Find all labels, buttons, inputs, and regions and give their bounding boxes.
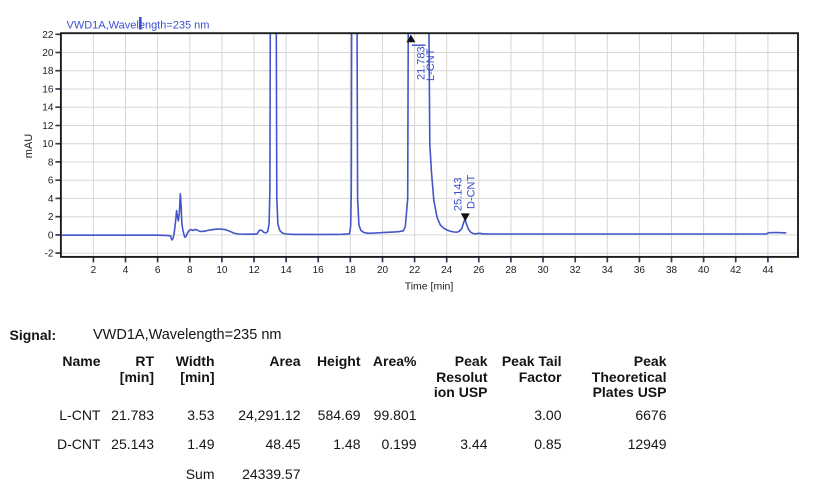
svg-text:10: 10 — [42, 139, 54, 150]
svg-text:36: 36 — [634, 265, 646, 276]
svg-text:4: 4 — [123, 265, 129, 276]
svg-text:40: 40 — [698, 265, 710, 276]
svg-text:0: 0 — [48, 230, 54, 241]
svg-text:22: 22 — [409, 265, 421, 276]
svg-text:D-CNT: D-CNT — [466, 175, 478, 209]
svg-text:44: 44 — [762, 265, 774, 276]
svg-text:16: 16 — [42, 85, 54, 96]
svg-text:32: 32 — [570, 265, 582, 276]
svg-text:2: 2 — [48, 212, 54, 223]
svg-text:8: 8 — [48, 157, 54, 168]
svg-text:42: 42 — [730, 265, 742, 276]
svg-text:18: 18 — [42, 66, 54, 77]
svg-text:22: 22 — [42, 30, 54, 41]
svg-text:16: 16 — [313, 265, 325, 276]
svg-text:6: 6 — [48, 176, 54, 187]
svg-text:20: 20 — [42, 48, 54, 59]
svg-text:8: 8 — [187, 265, 193, 276]
svg-text:VWD1A,Wavelength=235 nm: VWD1A,Wavelength=235 nm — [67, 20, 210, 32]
svg-text:30: 30 — [537, 265, 549, 276]
svg-text:26: 26 — [473, 265, 485, 276]
svg-text:25.143: 25.143 — [453, 177, 465, 211]
svg-text:34: 34 — [602, 265, 614, 276]
svg-text:18: 18 — [345, 265, 357, 276]
svg-text:24: 24 — [441, 265, 453, 276]
svg-text:6: 6 — [155, 265, 161, 276]
svg-text:-2: -2 — [44, 249, 53, 260]
svg-text:Time [min]: Time [min] — [405, 281, 454, 293]
svg-text:14: 14 — [281, 265, 293, 276]
svg-text:4: 4 — [48, 194, 54, 205]
svg-text:12: 12 — [42, 121, 54, 132]
svg-text:10: 10 — [216, 265, 228, 276]
svg-text:L-CNT: L-CNT — [425, 48, 437, 81]
svg-text:21.783: 21.783 — [416, 46, 428, 80]
svg-text:2: 2 — [91, 265, 97, 276]
svg-text:mAU: mAU — [23, 134, 35, 159]
svg-text:38: 38 — [666, 265, 678, 276]
svg-text:12: 12 — [248, 265, 260, 276]
svg-text:14: 14 — [42, 103, 54, 114]
svg-text:20: 20 — [377, 265, 389, 276]
svg-text:28: 28 — [505, 265, 517, 276]
